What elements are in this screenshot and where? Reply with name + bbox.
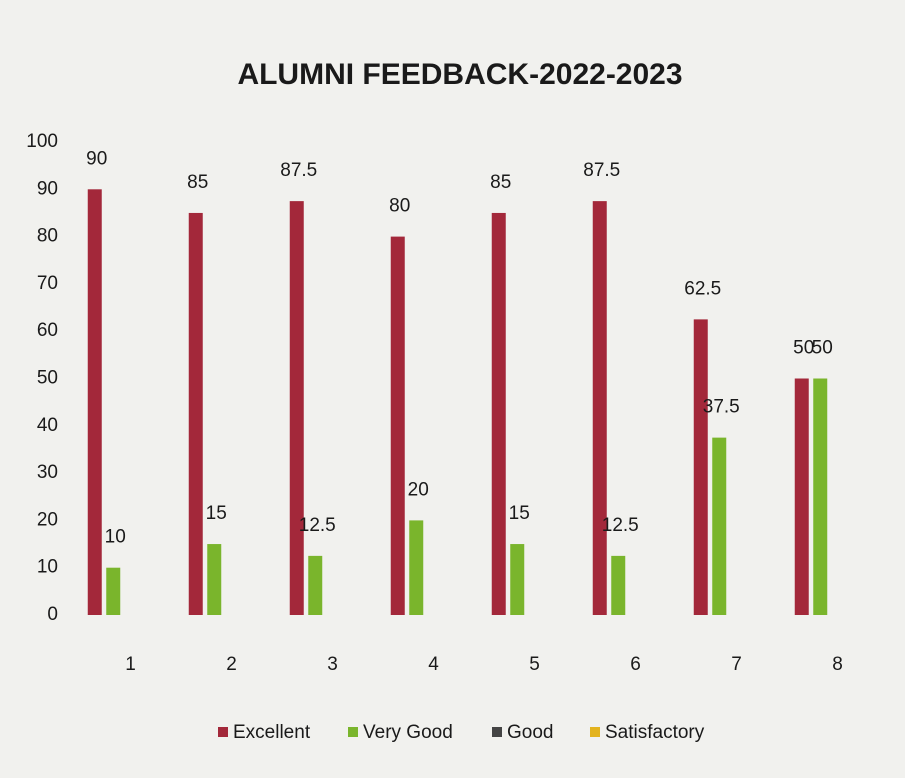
data-label: 50 [812,338,833,359]
bar [794,378,809,615]
data-label: 50 [793,338,814,359]
y-tick-label: 30 [37,462,58,483]
bar [308,555,323,615]
data-label: 87.5 [280,160,317,181]
bar [712,437,727,615]
bar [87,189,102,616]
data-label: 20 [408,479,429,500]
y-tick-label: 50 [37,368,58,389]
data-label: 85 [187,172,208,193]
bar [188,212,203,615]
y-tick-label: 20 [37,509,58,530]
legend-label: Satisfactory [605,722,705,743]
legend-swatch [218,727,228,737]
bar [409,520,424,615]
x-tick-label: 4 [428,654,439,675]
y-tick-label: 90 [37,178,58,199]
legend-label: Very Good [363,722,453,743]
legend-swatch [348,727,358,737]
bar [592,201,607,615]
bar [207,544,222,615]
bar [289,201,304,615]
bar [693,319,708,615]
x-tick-label: 6 [630,654,641,675]
y-tick-label: 40 [37,415,58,436]
y-tick-label: 10 [37,557,58,578]
chart-title: ALUMNI FEEDBACK-2022-2023 [237,58,682,91]
data-label: 87.5 [583,160,620,181]
legend-swatch [492,727,502,737]
bar [390,236,405,615]
data-label: 10 [105,527,126,548]
legend-label: Excellent [233,722,311,743]
x-tick-label: 2 [226,654,237,675]
data-label: 80 [389,196,410,217]
data-label: 15 [206,503,227,524]
data-label: 90 [86,148,107,169]
data-label: 85 [490,172,511,193]
bar [813,378,828,615]
data-label: 37.5 [703,397,740,418]
data-label: 62.5 [684,278,721,299]
legend-swatch [590,727,600,737]
y-tick-label: 60 [37,320,58,341]
bar [611,555,626,615]
x-tick-label: 8 [832,654,843,675]
data-label: 15 [509,503,530,524]
x-tick-label: 7 [731,654,742,675]
data-label: 12.5 [602,515,639,536]
x-tick-label: 1 [125,654,136,675]
y-tick-label: 80 [37,226,58,247]
bar [106,567,121,615]
x-tick-label: 3 [327,654,338,675]
data-label: 12.5 [299,515,336,536]
y-tick-label: 100 [26,131,58,152]
legend-label: Good [507,722,553,743]
y-tick-label: 0 [47,604,58,625]
x-tick-label: 5 [529,654,540,675]
bar [491,212,506,615]
bar [510,544,525,615]
y-tick-label: 70 [37,273,58,294]
